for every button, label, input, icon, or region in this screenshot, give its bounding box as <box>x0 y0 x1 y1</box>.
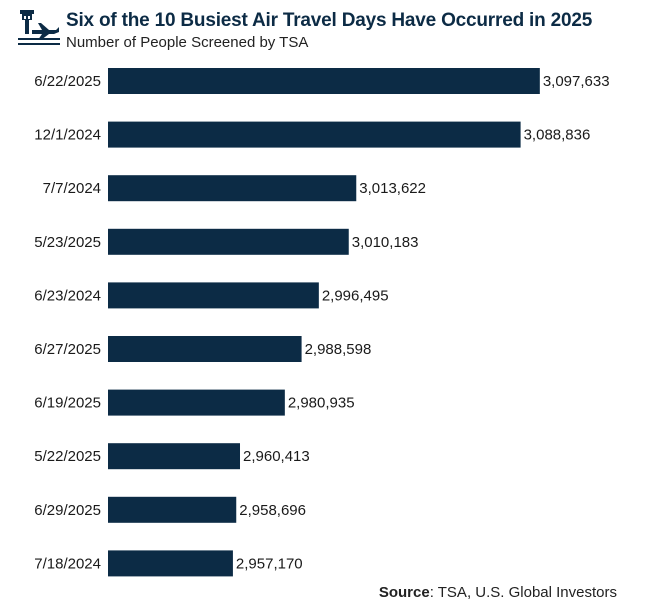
value-label: 3,088,836 <box>524 127 591 144</box>
category-label: 5/22/2025 <box>34 448 101 465</box>
bar <box>108 68 540 94</box>
bar <box>108 228 349 255</box>
bar <box>108 121 521 148</box>
bar <box>108 336 302 362</box>
value-label: 2,996,495 <box>322 287 389 304</box>
value-label: 2,988,598 <box>305 341 372 358</box>
category-label: 6/22/2025 <box>34 73 101 90</box>
bar <box>108 282 319 309</box>
category-label: 12/1/2024 <box>34 127 101 144</box>
chart-header: Six of the 10 Busiest Air Travel Days Ha… <box>18 8 648 54</box>
bar <box>108 175 357 202</box>
category-label: 7/7/2024 <box>43 180 101 197</box>
bar-chart: 6/22/2025 3,097,633 12/1/2024 3,088,836 7/7/… <box>34 68 610 577</box>
bar <box>108 443 241 470</box>
bar <box>108 496 237 523</box>
value-label: 2,958,696 <box>239 502 306 519</box>
bar <box>108 389 285 416</box>
source-label: Source <box>378 584 430 601</box>
source-note: Source: TSA, U.S. Global Investors <box>379 584 617 601</box>
category-label: 6/29/2025 <box>34 502 101 519</box>
value-label: 3,097,633 <box>543 73 610 90</box>
chart-subtitle: Number of People Screened by TSA <box>66 34 309 51</box>
source-text: : TSA, U.S. Global Investors <box>429 584 617 601</box>
value-label: 2,980,935 <box>288 395 355 412</box>
value-label: 2,957,170 <box>236 555 303 572</box>
value-label: 3,013,622 <box>359 180 426 197</box>
airport-control-tower-plane-icon <box>18 10 60 45</box>
value-label: 3,010,183 <box>352 234 419 251</box>
chart-title: Six of the 10 Busiest Air Travel Days Ha… <box>66 10 593 31</box>
category-label: 5/23/2025 <box>34 234 101 251</box>
category-label: 6/27/2025 <box>34 341 101 358</box>
category-label: 6/19/2025 <box>34 395 101 412</box>
category-label: 7/18/2024 <box>34 555 101 572</box>
bar <box>108 550 233 577</box>
value-label: 2,960,413 <box>243 448 310 465</box>
category-label: 6/23/2024 <box>34 287 101 304</box>
